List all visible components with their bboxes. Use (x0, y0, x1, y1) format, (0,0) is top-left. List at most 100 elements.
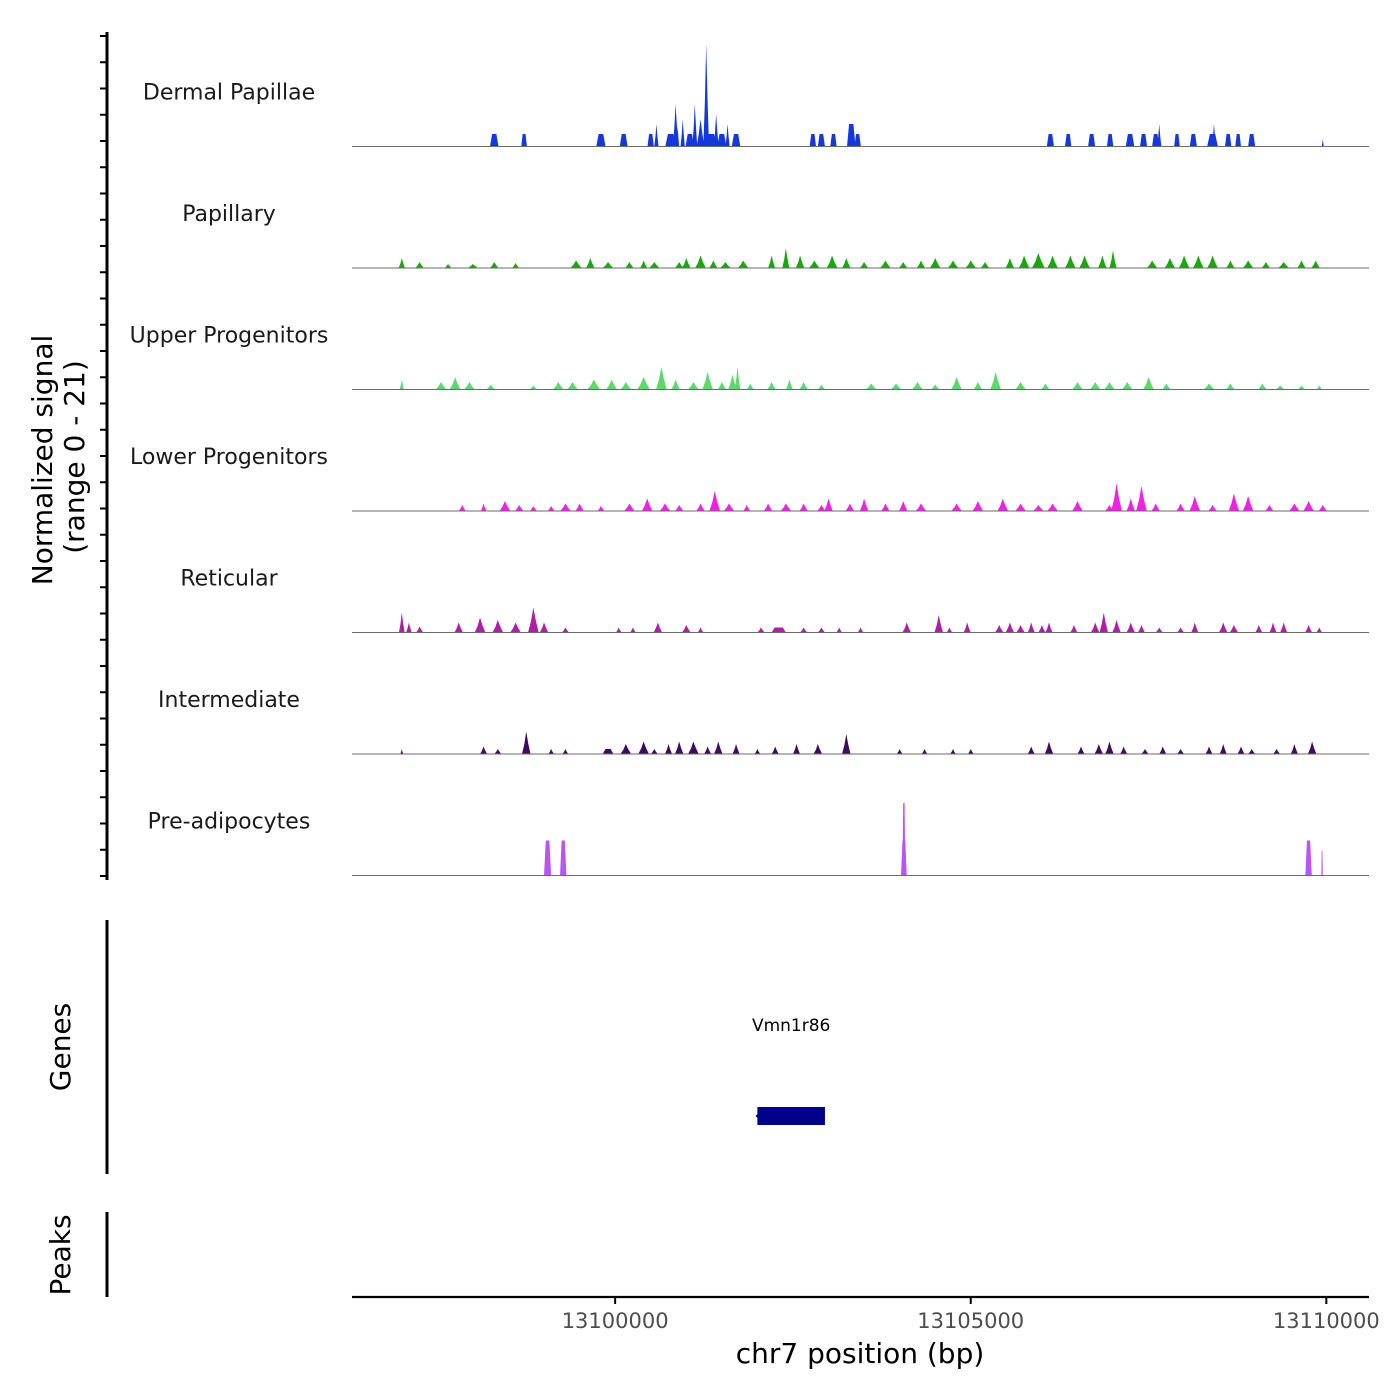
signal-peak (785, 379, 793, 390)
signal-peak (704, 746, 712, 754)
signal-peak (1174, 134, 1180, 147)
coverage-tracks (352, 44, 1369, 877)
signal-peak (1104, 382, 1115, 390)
track-label-pre-adipocytes: Pre-adipocytes (148, 810, 311, 835)
signal-peak (480, 503, 487, 511)
signal-peak (1248, 134, 1256, 147)
signal-peak (1290, 744, 1298, 754)
signal-peak (896, 749, 903, 754)
signal-peak (1321, 139, 1324, 147)
signal-peak (529, 385, 537, 390)
signal-peak (492, 620, 504, 633)
signal-peak (846, 124, 856, 147)
signal-peak (615, 627, 622, 633)
peaks-axis-title: Peaks (44, 1214, 77, 1295)
signal-peak (1077, 746, 1085, 754)
signal-peak (994, 625, 1004, 633)
signal-peak (1106, 134, 1114, 147)
signal-peak (1018, 255, 1030, 268)
signal-peak (1094, 744, 1104, 754)
signal-peak (782, 248, 790, 268)
signal-peak (1224, 134, 1232, 147)
y-axis-title-line1: Normalized signal (26, 335, 59, 586)
signal-peak (946, 627, 953, 633)
signal-peak (1178, 255, 1190, 268)
signal-peak (486, 384, 495, 390)
signal-peak (1228, 493, 1240, 511)
signal-peak (737, 260, 749, 268)
signal-peak (641, 498, 653, 511)
signal-peak (650, 749, 658, 754)
signal-peak (692, 104, 698, 147)
signal-peak (1027, 622, 1035, 633)
signal-peak (653, 622, 663, 633)
signal-peak (934, 615, 943, 633)
signal-peak (1229, 625, 1239, 633)
signal-peak (898, 262, 908, 268)
signal-peak (547, 506, 555, 511)
signal-peak (1275, 385, 1285, 390)
signal-peak (647, 134, 654, 147)
signal-peak (813, 744, 823, 754)
signal-peak (768, 255, 776, 268)
signal-peak (560, 503, 571, 511)
signal-peak (1162, 383, 1171, 390)
track-pre-adipocytes (352, 803, 1369, 877)
signal-peak (671, 379, 680, 390)
signal-peak (713, 741, 723, 754)
signal-peak (499, 501, 511, 511)
signal-peak (480, 746, 488, 754)
signal-peak (1208, 505, 1217, 511)
signal-peak (1070, 625, 1078, 633)
signal-peak (406, 622, 412, 633)
signal-peak (674, 505, 684, 511)
signal-peak (688, 382, 699, 390)
signal-peak (817, 505, 826, 511)
signal-peak (625, 262, 634, 268)
signal-peak (1105, 505, 1114, 511)
signal-peak (1045, 622, 1053, 633)
signal-peak (1136, 486, 1147, 511)
signal-peak (544, 840, 552, 876)
signal-peak (1211, 124, 1217, 147)
signal-peak (680, 119, 685, 147)
signal-peak (1192, 255, 1204, 268)
signal-peak (620, 382, 632, 390)
signal-peak (817, 627, 825, 633)
signal-peak (415, 262, 424, 268)
signal-peak (1109, 250, 1117, 268)
signal-peak (1098, 255, 1107, 268)
signal-peak (967, 749, 974, 754)
signal-peak (521, 134, 527, 147)
signal-peak (548, 749, 554, 754)
signal-peak (1278, 262, 1289, 268)
signal-peak (416, 626, 424, 633)
signal-peak (1205, 746, 1213, 754)
signal-peak (1321, 850, 1323, 876)
signal-peak (725, 124, 730, 147)
genes-axis-title: Genes (44, 1003, 77, 1091)
signal-peak (1137, 625, 1145, 633)
signal-peak (717, 382, 727, 390)
signal-peak (1255, 625, 1263, 633)
signal-peak (857, 627, 864, 633)
signal-peak (1027, 746, 1035, 754)
signal-peak (709, 260, 718, 268)
track-papillary (352, 248, 1369, 269)
signal-peak (1120, 746, 1128, 754)
signal-peak (681, 258, 691, 268)
signal-peak (1159, 746, 1167, 754)
signal-peak (567, 382, 578, 390)
signal-peak (817, 134, 825, 147)
signal-peak (1157, 124, 1162, 147)
signal-peak (458, 505, 466, 511)
signal-peak (1248, 749, 1256, 754)
signal-peak (1272, 749, 1281, 754)
signal-peak (521, 731, 531, 754)
signal-peak (570, 260, 582, 268)
signal-peak (1189, 134, 1197, 147)
signal-peak (826, 255, 838, 268)
signal-peak (1311, 260, 1320, 268)
signal-peak (1047, 255, 1058, 268)
signal-peak (746, 383, 754, 390)
